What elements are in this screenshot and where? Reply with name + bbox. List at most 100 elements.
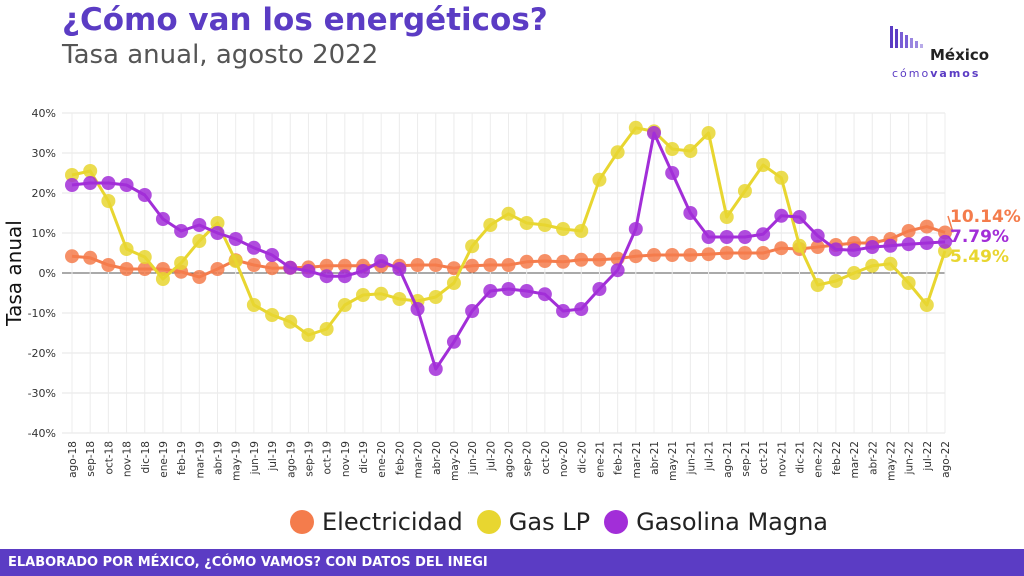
x-tick-label: dic-20 xyxy=(576,441,588,474)
data-point xyxy=(828,274,843,288)
x-tick-label: may-19 xyxy=(231,441,243,481)
data-point xyxy=(283,260,298,275)
data-point xyxy=(228,232,243,246)
data-point xyxy=(483,218,498,232)
data-point xyxy=(901,276,916,290)
data-point xyxy=(155,272,170,286)
data-point xyxy=(628,120,643,135)
x-tick-label: mar-21 xyxy=(631,441,643,478)
x-tick-label: abr-21 xyxy=(649,441,661,475)
data-point xyxy=(83,164,98,178)
data-point xyxy=(701,126,716,140)
data-point xyxy=(283,314,298,329)
x-tick-label: dic-19 xyxy=(358,441,370,474)
x-tick-label: ene-22 xyxy=(813,441,825,478)
data-point xyxy=(155,212,170,226)
x-tick-label: mar-22 xyxy=(849,441,861,478)
data-point xyxy=(628,222,643,236)
legend-marker xyxy=(476,510,501,534)
data-point xyxy=(719,246,734,260)
data-point xyxy=(919,219,934,234)
footer-credit: ELABORADO POR MÉXICO, ¿CÓMO VAMOS? CON D… xyxy=(0,549,1024,576)
data-point xyxy=(192,270,207,284)
data-point xyxy=(537,218,552,232)
data-point xyxy=(628,249,643,264)
x-tick-label: ene-21 xyxy=(594,441,606,478)
data-point xyxy=(65,178,79,192)
x-tick-label: jul-20 xyxy=(485,441,497,472)
y-tick-label: -40% xyxy=(28,427,56,440)
data-point xyxy=(556,254,571,269)
data-point xyxy=(446,261,461,276)
data-point xyxy=(810,228,825,243)
x-tick-label: sep-20 xyxy=(522,441,534,477)
data-point xyxy=(756,227,771,242)
data-point xyxy=(319,258,334,273)
x-tick-label: abr-19 xyxy=(213,441,225,475)
data-point xyxy=(719,230,734,244)
legend-label: Gasolina Magna xyxy=(636,508,829,536)
x-tick-label: abr-20 xyxy=(431,441,443,475)
data-point xyxy=(137,250,152,264)
data-point xyxy=(137,188,152,202)
data-point xyxy=(356,264,370,278)
y-tick-label: 10% xyxy=(32,227,56,240)
data-point xyxy=(83,250,98,265)
data-point xyxy=(938,234,952,249)
legend-item-gasolina-magna: Gasolina Magna xyxy=(604,508,828,536)
x-tick-label: abr-22 xyxy=(867,441,879,475)
data-point xyxy=(210,216,225,230)
x-tick-label: sep-19 xyxy=(303,441,315,477)
data-point xyxy=(374,254,389,268)
data-point xyxy=(592,282,607,296)
data-point xyxy=(319,322,334,336)
data-point xyxy=(792,210,807,224)
data-point xyxy=(246,258,261,272)
data-point xyxy=(210,226,225,240)
data-point xyxy=(647,248,661,262)
data-point xyxy=(410,302,425,316)
data-point xyxy=(483,284,498,298)
x-tick-label: ago-20 xyxy=(504,441,516,478)
data-point xyxy=(883,256,898,271)
x-tick-label: feb-19 xyxy=(176,441,188,475)
logo-sub-2: vamos xyxy=(930,67,981,80)
y-tick-label: 20% xyxy=(32,187,56,200)
x-tick-label: jun-22 xyxy=(904,441,916,475)
data-point xyxy=(83,176,98,190)
data-point xyxy=(465,258,480,273)
y-tick-label: 40% xyxy=(32,107,56,120)
data-point xyxy=(501,258,516,272)
data-point xyxy=(374,286,389,301)
page-title: ¿Cómo van los energéticos? xyxy=(62,2,548,38)
end-label: 7.79% xyxy=(950,227,1009,247)
x-tick-label: jun-20 xyxy=(467,441,479,475)
y-tick-label: -20% xyxy=(28,347,56,360)
data-point xyxy=(919,298,934,312)
data-point xyxy=(428,362,443,376)
data-point xyxy=(683,206,698,220)
chart-legend: Electricidad Gas LP Gasolina Magna xyxy=(290,508,842,536)
data-point xyxy=(192,218,207,232)
legend-label: Gas LP xyxy=(508,508,591,536)
series-gas-lp xyxy=(65,120,952,342)
data-point xyxy=(847,243,862,258)
x-tick-label: jun-19 xyxy=(249,441,261,475)
data-point xyxy=(683,144,698,158)
x-tick-label: oct-19 xyxy=(322,441,334,474)
data-point xyxy=(465,239,480,254)
data-point xyxy=(210,262,225,276)
data-point xyxy=(301,264,316,278)
data-point xyxy=(592,252,607,267)
data-point xyxy=(428,258,443,272)
end-label: 5.49% xyxy=(950,247,1009,267)
data-point xyxy=(610,263,625,278)
end-labels: 10.14% 5.49%7.79% xyxy=(947,207,1021,267)
x-tick-label: ago-21 xyxy=(722,441,734,478)
data-point xyxy=(756,158,771,172)
data-point xyxy=(174,256,189,270)
data-point xyxy=(519,284,534,298)
data-point xyxy=(701,230,716,244)
data-point xyxy=(410,258,425,272)
data-point xyxy=(137,262,152,276)
